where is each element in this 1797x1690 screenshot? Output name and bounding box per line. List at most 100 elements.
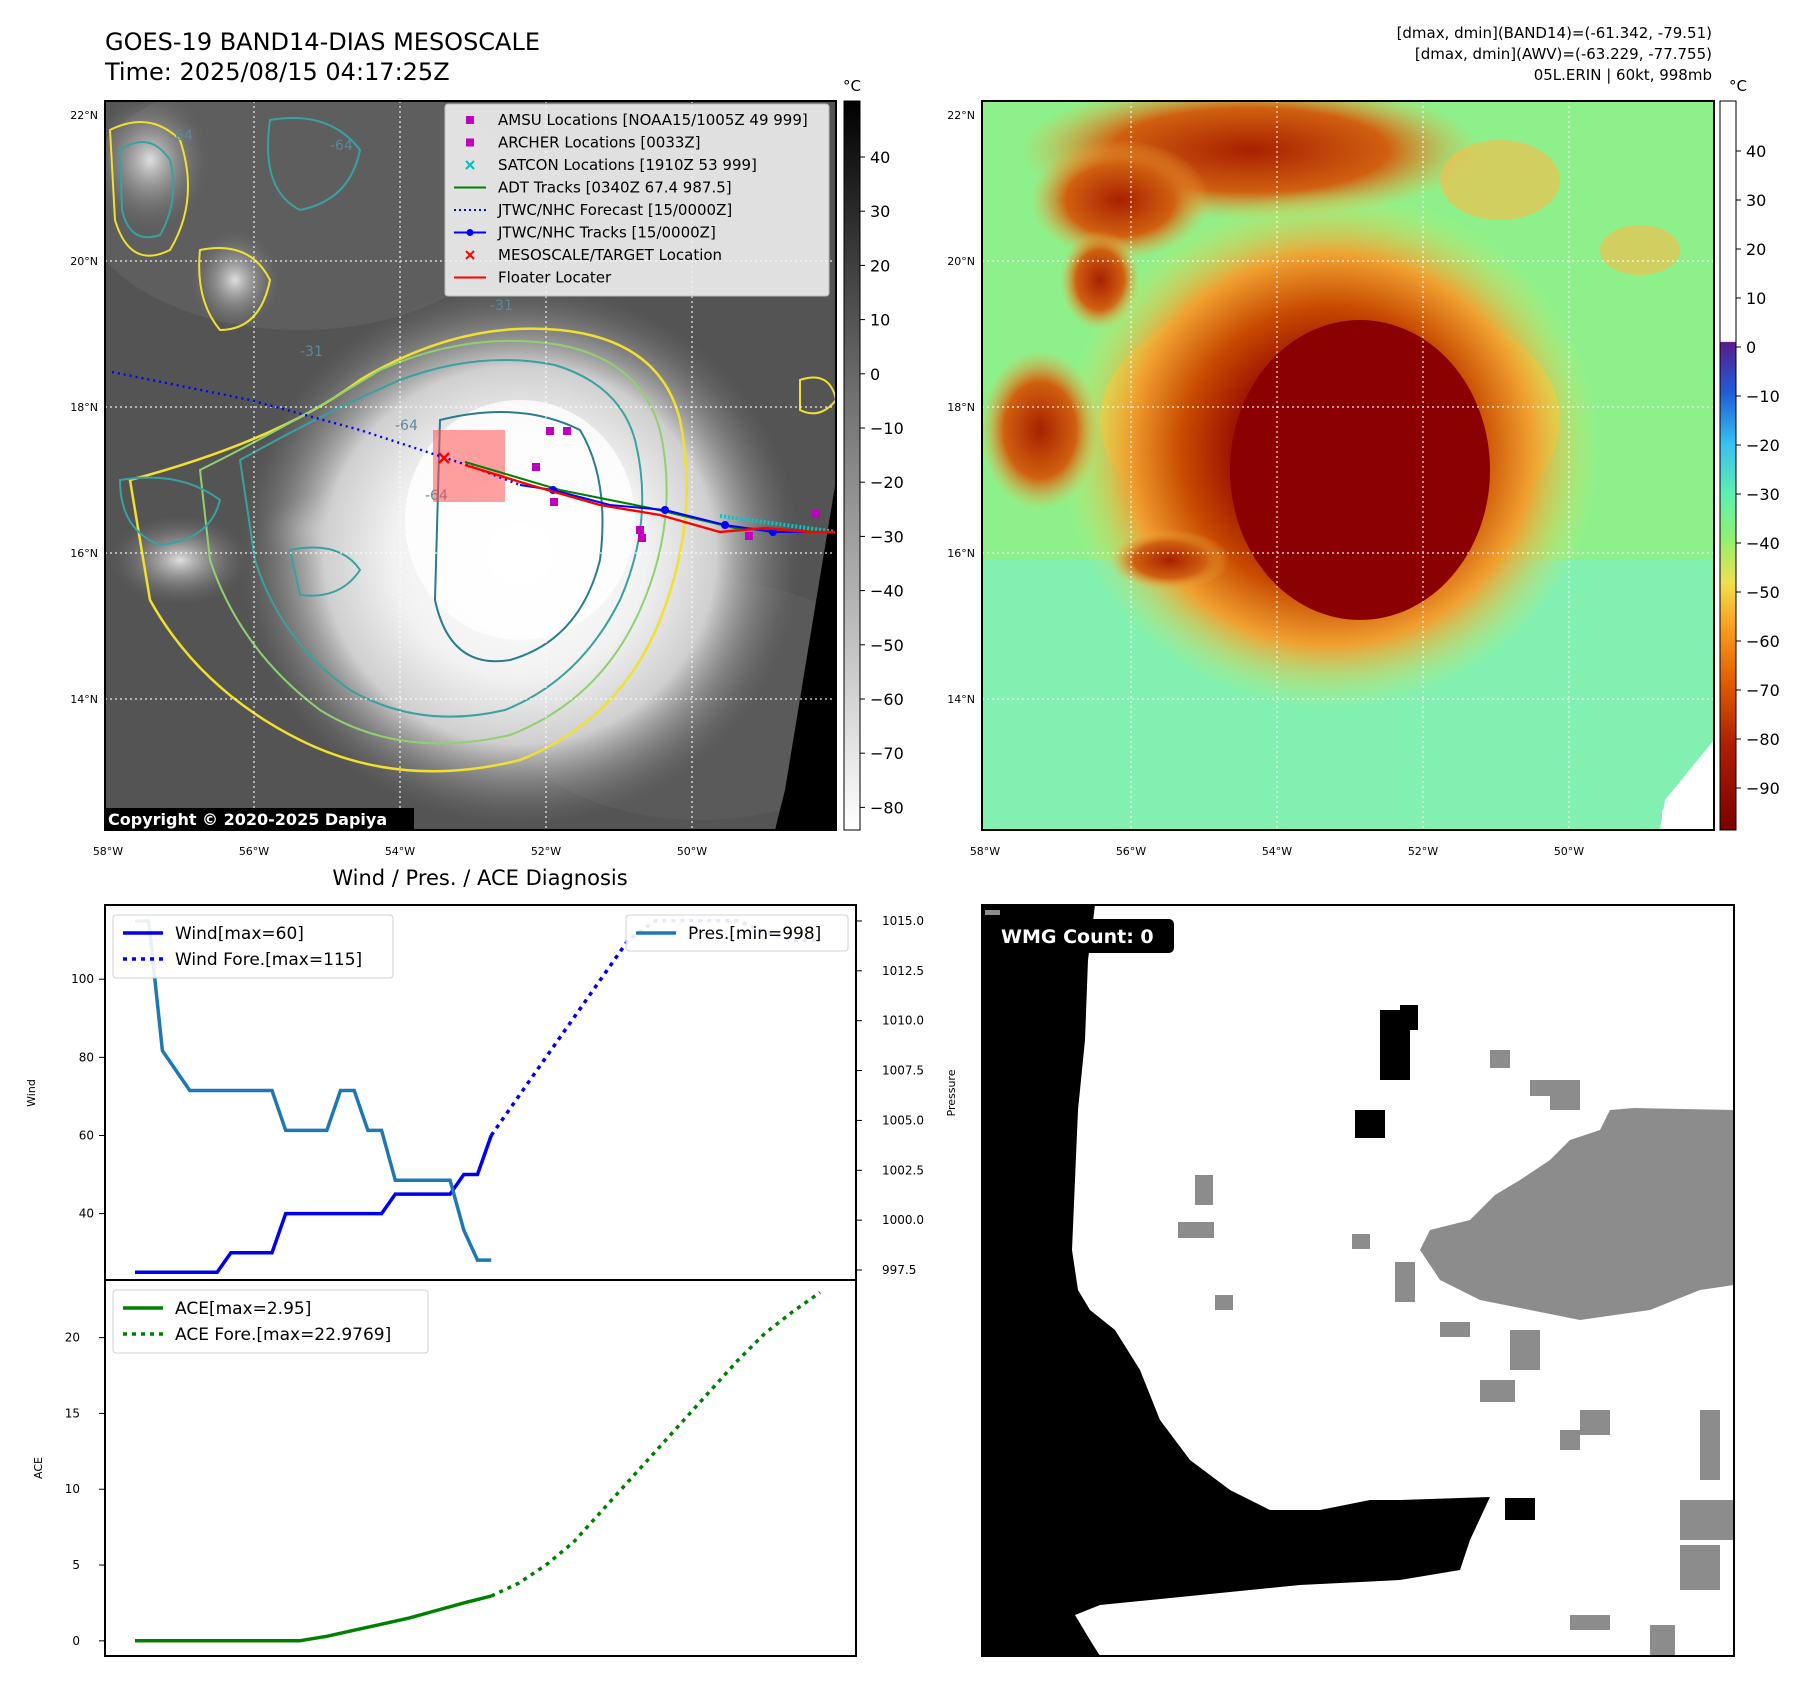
ir-colorbar-tick-label-5: −10 xyxy=(870,419,904,438)
legend-marker-1 xyxy=(466,138,474,147)
wmg-black-patches xyxy=(1355,1005,1535,1520)
ir-colorbar-tick-label-3: 10 xyxy=(870,311,890,330)
series-ace-fore-line xyxy=(490,1290,822,1598)
ir-lat-label-16n: 16°N xyxy=(70,547,98,560)
legend-entry-0: AMSU Locations [NOAA15/1005Z 49 999] xyxy=(466,111,808,129)
ir-lat-label-18n: 18°N xyxy=(70,401,98,414)
series-aceline xyxy=(135,1594,492,1643)
ace-legend: ACE[max=2.95] ACE Fore.[max=22.9769] xyxy=(112,1289,429,1354)
legend-entry-5: JTWC/NHC Tracks [15/0000Z] xyxy=(454,224,716,242)
legend-entry-6: MESOSCALE/TARGET Location xyxy=(465,246,722,264)
wv-lat-label-22n: 22°N xyxy=(947,109,975,122)
series-pres-line xyxy=(135,919,492,1262)
pressure-ytick-label-5: 1010.0 xyxy=(882,1014,924,1028)
wv-lat-label-20n: 20°N xyxy=(947,255,975,268)
series-windline xyxy=(135,1134,493,1274)
ir-colorbar: °C 40 30 20 10 0 −10 −20 −30 −40 −50 −60 −70 −80 xyxy=(843,77,904,831)
wv-colorbar-tick-label-13: −90 xyxy=(1746,779,1780,798)
ir-colorbar-tick-label-4: 0 xyxy=(870,365,880,384)
wind-ytick-label-1: 60 xyxy=(79,1128,94,1142)
contour-label-4: -31 xyxy=(300,344,323,360)
pressure-ytick-label-3: 1005.0 xyxy=(882,1113,924,1127)
wv-lon-label-56w: 56°W xyxy=(1116,845,1146,858)
ir-lat-label-20n: 20°N xyxy=(70,255,98,268)
legend-marker-6 xyxy=(465,250,475,260)
diag-line-3: 05L.ERIN | 60kt, 998mb xyxy=(1534,66,1712,84)
contour-label-2: -64 xyxy=(330,138,353,154)
diagnosis-chart-title: Wind / Pres. / ACE Diagnosis xyxy=(332,866,627,890)
legend-ace-fore: ACE Fore.[max=22.9769] xyxy=(175,1325,391,1345)
wv-colorbar-tick-label-2: 20 xyxy=(1746,240,1766,259)
wv-colorbar-tick-label-0: 40 xyxy=(1746,142,1766,161)
wv-map-panel: 58°W 56°W 54°W 52°W 50°W 22°N 20°N 18°N … xyxy=(947,100,1715,858)
ace-axis-label: ACE xyxy=(32,1457,45,1479)
wind-ytick-label-2: 80 xyxy=(79,1050,94,1064)
ir-colorbar-tick-label-2: 20 xyxy=(870,256,890,275)
ir-map-panel: -64 -64 -31 -31 -64 -64 xyxy=(70,100,837,858)
ace-ytick-label-0: 0 xyxy=(72,1634,80,1648)
wv-colorbar-tick-label-4: 0 xyxy=(1746,338,1756,357)
title-line-1: GOES-19 BAND14-DIAS MESOSCALE xyxy=(105,28,540,56)
ir-lat-label-22n: 22°N xyxy=(70,109,98,122)
legend-entry-3: ADT Tracks [0340Z 67.4 987.5] xyxy=(454,179,732,197)
ir-lon-label-56w: 56°W xyxy=(239,845,269,858)
wmg-panel: WMG Count: 0 xyxy=(981,904,1735,1657)
ir-lon-label-58w: 58°W xyxy=(93,845,123,858)
target-x-marker xyxy=(438,452,450,464)
wv-colorbar-tick-label-7: −30 xyxy=(1746,485,1780,504)
ir-colorbar-tick-label-11: −70 xyxy=(870,744,904,763)
pressure-ytick-label-6: 1012.5 xyxy=(882,964,924,978)
ir-colorbar-tick-label-0: 40 xyxy=(870,148,890,167)
ir-colorbar-tick-label-1: 30 xyxy=(870,202,890,221)
wv-colorbar-tick-label-3: 10 xyxy=(1746,289,1766,308)
wind-ytick-label-3: 100 xyxy=(71,972,94,986)
wv-lon-label-50w: 50°W xyxy=(1554,845,1584,858)
wv-lon-label-54w: 54°W xyxy=(1262,845,1292,858)
ace-ytick-label-3: 15 xyxy=(65,1406,80,1420)
pressure-ytick-label-7: 1015.0 xyxy=(882,914,924,928)
wv-lat-label-16n: 16°N xyxy=(947,547,975,560)
pressure-ytick-label-1: 1000.0 xyxy=(882,1213,924,1227)
legend-entry-1: ARCHER Locations [0033Z] xyxy=(466,134,701,152)
wv-colorbar-tick-label-5: −10 xyxy=(1746,387,1780,406)
diag-line-2: [dmax, dmin](AWV)=(-63.229, -77.755) xyxy=(1415,45,1712,63)
wind-pressure-chart: 40 60 80 100 997.5 1000.0 1002.5 1005.0 1007.5 1… xyxy=(25,904,958,1281)
ir-colorbar-tick-label-7: −30 xyxy=(870,527,904,546)
wv-lon-label-58w: 58°W xyxy=(970,845,1000,858)
diag-line-1: [dmax, dmin](BAND14)=(-61.342, -79.51) xyxy=(1397,24,1712,42)
wv-colorbar-tick-label-11: −70 xyxy=(1746,681,1780,700)
ir-lon-label-50w: 50°W xyxy=(677,845,707,858)
legend-label-7: Floater Locater xyxy=(498,269,612,287)
copyright-label: Copyright © 2020-2025 Dapiya xyxy=(108,810,387,829)
floater-locater-track xyxy=(464,463,836,534)
ir-lon-label-54w: 54°W xyxy=(385,845,415,858)
wind-legend: Wind[max=60] Wind Fore.[max=115] xyxy=(112,914,394,979)
ir-lat-label-14n: 14°N xyxy=(70,693,98,706)
ace-chart: 0 5 10 15 20 ACE ACE[max=2.95] ACE Fore.[max… xyxy=(32,1279,857,1657)
legend-ace: ACE[max=2.95] xyxy=(175,1299,311,1319)
legend-label-0: AMSU Locations [NOAA15/1005Z 49 999] xyxy=(498,111,808,129)
ir-colorbar-tick-label-10: −60 xyxy=(870,690,904,709)
legend-marker-5 xyxy=(454,229,486,236)
legend-wind-fore: Wind Fore.[max=115] xyxy=(175,950,362,970)
ir-colorbar-tick-label-6: −20 xyxy=(870,473,904,492)
wind-ytick-label-0: 40 xyxy=(79,1207,94,1221)
contour-label-3: -31 xyxy=(490,298,513,314)
wv-colorbar-tick-label-12: −80 xyxy=(1746,730,1780,749)
legend-marker-2 xyxy=(465,160,475,170)
wv-colorbar-tick-label-1: 30 xyxy=(1746,191,1766,210)
wv-lat-label-18n: 18°N xyxy=(947,401,975,414)
pressure-axis-label: Pressure xyxy=(945,1069,958,1116)
pressure-ytick-label-2: 1002.5 xyxy=(882,1163,924,1177)
ir-lon-label-52w: 52°W xyxy=(531,845,561,858)
ace-ytick-label-2: 10 xyxy=(65,1482,80,1496)
legend-wind: Wind[max=60] xyxy=(175,924,304,944)
contour-label-5: -64 xyxy=(395,418,418,434)
ir-colorbar-tick-label-12: −80 xyxy=(870,798,904,817)
wv-lon-label-52w: 52°W xyxy=(1408,845,1438,858)
wv-colorbar-tick-label-6: −20 xyxy=(1746,436,1780,455)
pressure-legend: Pres.[min=998] xyxy=(625,914,849,952)
wv-colorbar-tick-label-8: −40 xyxy=(1746,534,1780,553)
amsu-archer-markers xyxy=(532,427,820,542)
